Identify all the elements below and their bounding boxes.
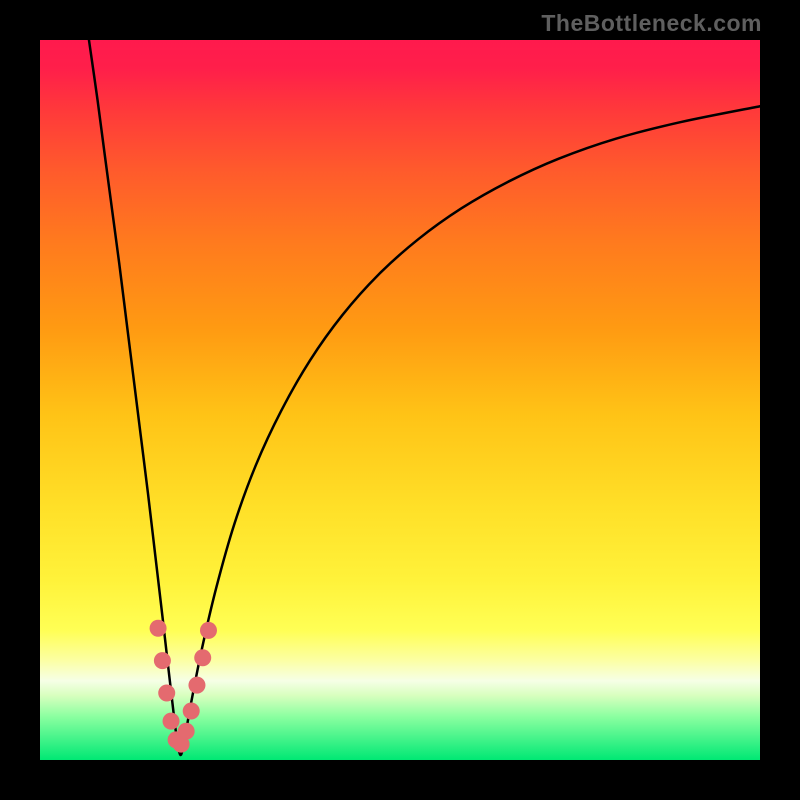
bottleneck-curve bbox=[89, 40, 760, 755]
marker-dot bbox=[200, 622, 217, 639]
marker-dot bbox=[163, 713, 180, 730]
marker-dot bbox=[183, 703, 200, 720]
marker-dot bbox=[194, 649, 211, 666]
marker-dot bbox=[178, 723, 195, 740]
chart-overlay bbox=[0, 0, 800, 800]
marker-dot bbox=[154, 652, 171, 669]
marker-dot bbox=[158, 685, 175, 702]
marker-dot bbox=[188, 677, 205, 694]
watermark-text: TheBottleneck.com bbox=[541, 10, 762, 37]
marker-dot bbox=[150, 620, 167, 637]
minimum-markers bbox=[150, 620, 217, 753]
chart-stage: TheBottleneck.com bbox=[0, 0, 800, 800]
